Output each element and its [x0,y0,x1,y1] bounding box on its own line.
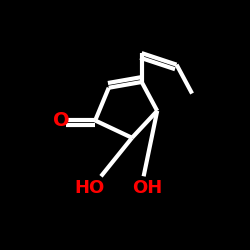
Text: HO: HO [74,179,104,197]
Text: OH: OH [132,179,162,197]
Text: O: O [53,111,70,130]
